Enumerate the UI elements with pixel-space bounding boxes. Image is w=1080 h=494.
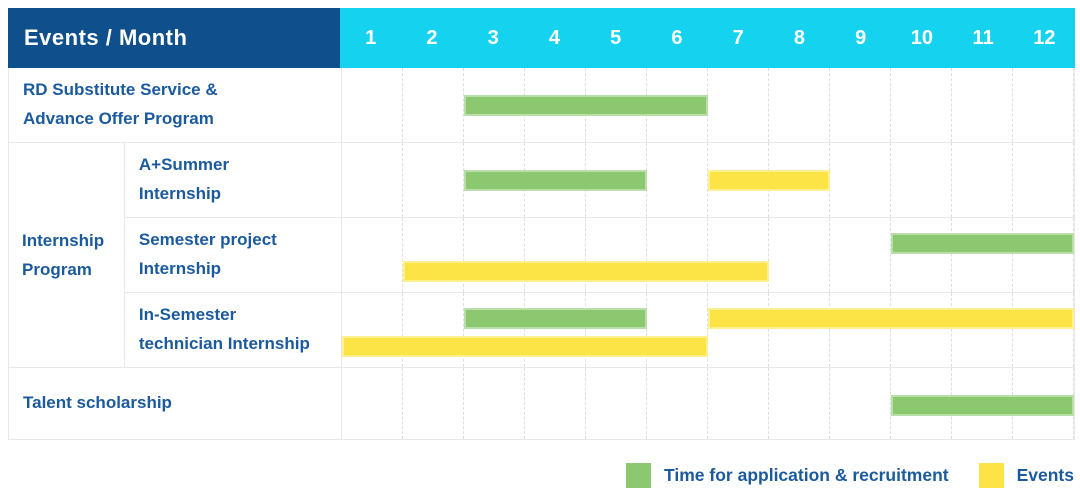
month-gridcell (403, 68, 464, 142)
month-gridcell (342, 68, 403, 142)
events-bar (341, 336, 708, 357)
month-gridcell (525, 293, 586, 367)
month-header-12: 12 (1033, 26, 1056, 49)
row-month-track (340, 68, 1075, 143)
month-gridcell (403, 368, 464, 439)
legend-label-recruitment: Time for application & recruitment (664, 464, 949, 485)
month-gridcell (464, 293, 525, 367)
month-header-5: 5 (610, 26, 622, 49)
month-gridcell (952, 293, 1014, 367)
month-gridcell (830, 143, 891, 217)
recruitment-bar (890, 395, 1074, 416)
recruitment-swatch-icon (626, 462, 652, 488)
row-month-track (340, 143, 1075, 218)
month-gridcell (708, 218, 769, 292)
month-gridcell (647, 218, 708, 292)
events-swatch-icon (978, 462, 1004, 488)
month-header-strip: 1 2 3 4 5 6 7 8 9 10 11 12 (340, 8, 1075, 68)
events-bar (707, 308, 1074, 329)
recruitment-bar (463, 95, 708, 116)
month-header-1: 1 (365, 26, 377, 49)
legend-item-events: Events (978, 462, 1074, 488)
month-header-2: 2 (426, 26, 438, 49)
month-gridcell (891, 293, 953, 367)
month-gridcell (952, 143, 1014, 217)
month-gridcell (342, 293, 403, 367)
legend: Time for application & recruitment Events (626, 461, 1074, 489)
table-row: RD Substitute Service & Advance Offer Pr… (9, 68, 1075, 143)
month-gridcell (342, 143, 403, 217)
month-gridcell (1013, 218, 1075, 292)
row-label: RD Substitute Service & Advance Offer Pr… (9, 68, 341, 143)
month-gridcell (586, 218, 647, 292)
month-gridcell (708, 368, 769, 439)
group-cell-region (9, 293, 124, 368)
row-label: In-Semester technician Internship (123, 293, 341, 368)
legend-label-events: Events (1016, 464, 1074, 485)
month-header-7: 7 (732, 26, 744, 49)
month-header-4: 4 (548, 26, 560, 49)
row-month-track (340, 218, 1075, 293)
table-row: Semester project Internship (9, 218, 1075, 293)
month-gridcell (1013, 68, 1075, 142)
month-gridcell (708, 68, 769, 142)
month-header-8: 8 (793, 26, 805, 49)
month-gridcell (769, 218, 830, 292)
gantt-table: Events / Month 1 2 3 4 5 6 7 8 9 10 11 12 RD Substi… (8, 8, 1075, 440)
month-gridcell (647, 368, 708, 439)
group-label-internship-program: Internship Program (22, 230, 105, 279)
table-row: In-Semester technician Internship (9, 293, 1075, 368)
month-header-11: 11 (972, 26, 994, 49)
recruitment-bar (463, 170, 647, 191)
month-gridcell (464, 218, 525, 292)
month-gridcell (525, 218, 586, 292)
month-gridcell (1013, 293, 1075, 367)
month-gridcell (525, 368, 586, 439)
month-gridcell (586, 368, 647, 439)
month-gridcell (952, 68, 1014, 142)
month-gridcell (403, 293, 464, 367)
month-gridcell (891, 68, 953, 142)
month-gridcell (342, 218, 403, 292)
row-label: Semester project Internship (123, 218, 341, 293)
month-gridcell (647, 293, 708, 367)
recruitment-bar (890, 233, 1074, 254)
row-label: A+Summer Internship (123, 143, 341, 218)
month-gridcell (830, 368, 891, 439)
recruitment-bar (463, 308, 647, 329)
month-header-10: 10 (910, 26, 933, 49)
month-gridcell (891, 218, 953, 292)
month-gridcell (586, 293, 647, 367)
month-gridcell (708, 293, 769, 367)
month-gridcell (769, 68, 830, 142)
month-gridcell (342, 368, 403, 439)
month-gridcell (464, 368, 525, 439)
month-gridcell (769, 293, 830, 367)
month-gridcell (830, 218, 891, 292)
month-gridcell (769, 368, 830, 439)
month-gridcell (403, 143, 464, 217)
month-header-3: 3 (487, 26, 499, 49)
gantt-body: RD Substitute Service & Advance Offer Pr… (8, 68, 1075, 440)
events-bar (402, 261, 769, 282)
month-header-6: 6 (671, 26, 683, 49)
row-month-track (340, 368, 1075, 440)
legend-item-recruitment: Time for application & recruitment (626, 462, 949, 488)
month-gridcell (647, 143, 708, 217)
table-header-row: Events / Month 1 2 3 4 5 6 7 8 9 10 11 12 (8, 8, 1075, 68)
table-row: A+Summer Internship (9, 143, 1075, 218)
month-gridcell (830, 68, 891, 142)
month-gridcell (403, 218, 464, 292)
table-title: Events / Month (8, 8, 340, 68)
month-gridcell (830, 293, 891, 367)
month-gridcell (1013, 143, 1075, 217)
table-row: Talent scholarship (9, 368, 1075, 440)
month-header-9: 9 (855, 26, 867, 49)
events-bar (707, 170, 830, 191)
month-gridcell (952, 218, 1014, 292)
row-month-track (340, 293, 1075, 368)
row-label: Talent scholarship (9, 368, 341, 440)
month-gridcell (891, 143, 953, 217)
